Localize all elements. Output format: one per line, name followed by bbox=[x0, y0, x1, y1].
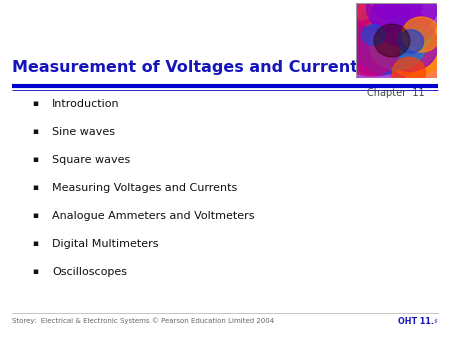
Text: Storey:  Electrical & Electronic Systems © Pearson Education Limited 2004: Storey: Electrical & Electronic Systems … bbox=[12, 317, 274, 324]
Text: Measuring Voltages and Currents: Measuring Voltages and Currents bbox=[52, 183, 237, 193]
Circle shape bbox=[345, 10, 408, 68]
Text: Measurement of Voltages and Currents: Measurement of Voltages and Currents bbox=[12, 60, 368, 75]
Circle shape bbox=[355, 26, 389, 57]
Circle shape bbox=[375, 0, 400, 19]
Text: ▪: ▪ bbox=[32, 127, 38, 137]
Circle shape bbox=[344, 0, 373, 26]
Circle shape bbox=[339, 20, 400, 76]
Text: Sine waves: Sine waves bbox=[52, 127, 115, 137]
Circle shape bbox=[369, 17, 426, 70]
Text: Analogue Ammeters and Voltmeters: Analogue Ammeters and Voltmeters bbox=[52, 211, 255, 221]
Circle shape bbox=[371, 45, 393, 66]
Text: Chapter  11: Chapter 11 bbox=[367, 88, 425, 98]
Circle shape bbox=[351, 17, 403, 64]
Circle shape bbox=[386, 0, 438, 30]
Text: Introduction: Introduction bbox=[52, 99, 120, 109]
Circle shape bbox=[367, 22, 394, 46]
Circle shape bbox=[362, 25, 385, 45]
Text: ▪: ▪ bbox=[32, 184, 38, 193]
Circle shape bbox=[357, 0, 386, 26]
Circle shape bbox=[398, 30, 423, 53]
Circle shape bbox=[402, 17, 441, 52]
Text: ▪: ▪ bbox=[32, 267, 38, 276]
Text: ▪: ▪ bbox=[32, 240, 38, 248]
Text: Oscilloscopes: Oscilloscopes bbox=[52, 267, 127, 277]
Circle shape bbox=[366, 0, 421, 33]
Circle shape bbox=[386, 31, 447, 87]
Text: Square waves: Square waves bbox=[52, 155, 130, 165]
Text: ▪: ▪ bbox=[32, 99, 38, 108]
Text: ▪: ▪ bbox=[32, 155, 38, 165]
Text: ▪: ▪ bbox=[32, 212, 38, 220]
Circle shape bbox=[363, 37, 404, 74]
Circle shape bbox=[344, 14, 412, 75]
Circle shape bbox=[375, 40, 399, 62]
Circle shape bbox=[392, 57, 425, 88]
Text: Digital Multimeters: Digital Multimeters bbox=[52, 239, 158, 249]
Circle shape bbox=[372, 50, 389, 66]
Circle shape bbox=[374, 24, 410, 57]
Circle shape bbox=[362, 4, 413, 51]
Circle shape bbox=[382, 40, 421, 75]
Circle shape bbox=[405, 32, 426, 51]
Circle shape bbox=[389, 22, 425, 56]
Circle shape bbox=[348, 27, 413, 87]
Circle shape bbox=[415, 15, 429, 27]
Circle shape bbox=[342, 21, 392, 68]
Circle shape bbox=[372, 0, 438, 47]
Circle shape bbox=[390, 1, 410, 20]
Circle shape bbox=[340, 14, 405, 74]
Circle shape bbox=[382, 18, 446, 77]
Text: OHT 11.♯: OHT 11.♯ bbox=[398, 317, 438, 326]
Circle shape bbox=[381, 19, 438, 71]
Circle shape bbox=[416, 31, 431, 45]
Circle shape bbox=[343, 2, 381, 37]
